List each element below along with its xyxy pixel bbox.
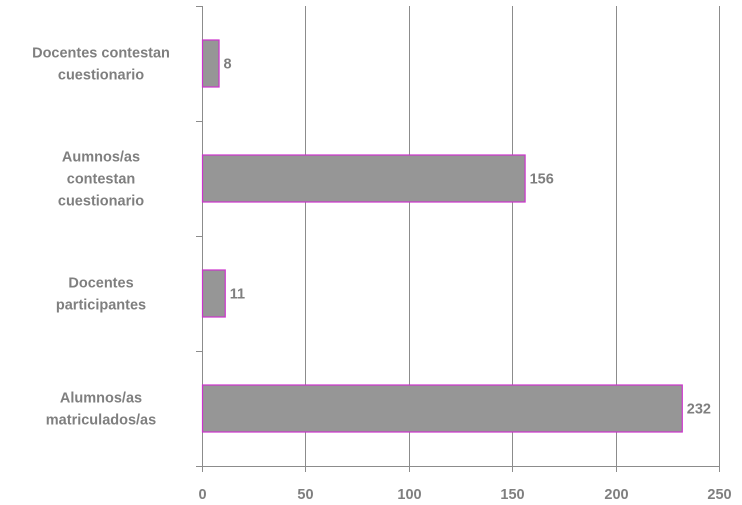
category-label: cuestionario bbox=[58, 194, 144, 210]
category-label: Docentes contestan bbox=[32, 46, 170, 62]
category-label: participantes bbox=[56, 298, 146, 314]
category-label: cuestionario bbox=[58, 68, 144, 84]
category-label: contestan bbox=[67, 172, 136, 188]
x-tick-label: 250 bbox=[707, 487, 731, 503]
data-label: 11 bbox=[230, 287, 245, 303]
bar bbox=[201, 39, 220, 88]
category-label: Aumnos/as bbox=[62, 150, 140, 166]
category-label: Docentes bbox=[68, 276, 133, 292]
x-tick-label: 50 bbox=[297, 487, 313, 503]
x-tick-label: 100 bbox=[397, 487, 421, 503]
bar bbox=[201, 269, 226, 318]
bar bbox=[201, 384, 683, 433]
bars bbox=[201, 39, 683, 433]
bar bbox=[201, 154, 526, 203]
category-label: matriculados/as bbox=[46, 413, 156, 429]
data-label: 8 bbox=[224, 57, 232, 73]
x-tick-label: 200 bbox=[604, 487, 628, 503]
x-tick-label: 0 bbox=[198, 487, 206, 503]
category-label: Alumnos/as bbox=[60, 391, 142, 407]
data-label: 232 bbox=[687, 402, 711, 418]
data-label: 156 bbox=[530, 172, 554, 188]
x-tick-label: 150 bbox=[500, 487, 524, 503]
labels: 0 50 100 150 200 250 8 Docentes contestan cuesti… bbox=[32, 46, 732, 504]
